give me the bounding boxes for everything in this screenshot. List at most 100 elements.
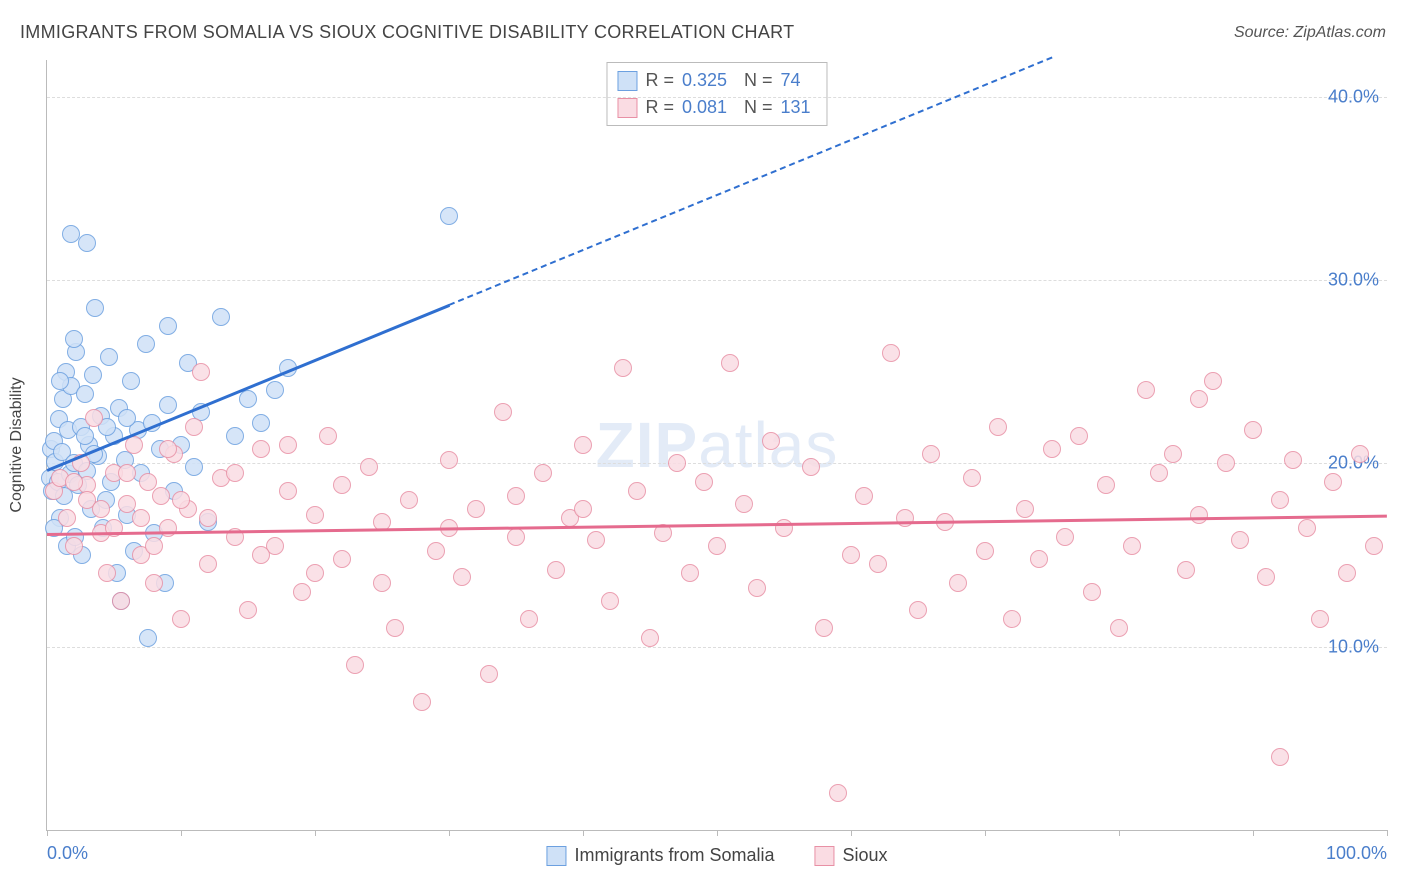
scatter-marker	[1365, 537, 1383, 555]
scatter-marker	[212, 308, 230, 326]
scatter-marker	[65, 537, 83, 555]
scatter-marker	[172, 491, 190, 509]
scatter-marker	[427, 542, 445, 560]
stats-row: R =0.325N =74	[617, 67, 816, 94]
scatter-marker	[76, 427, 94, 445]
scatter-marker	[1257, 568, 1275, 586]
scatter-marker	[735, 495, 753, 513]
scatter-marker	[159, 317, 177, 335]
scatter-marker	[386, 619, 404, 637]
scatter-marker	[85, 409, 103, 427]
legend-item: Sioux	[815, 845, 888, 866]
scatter-marker	[453, 568, 471, 586]
x-tick	[1119, 830, 1120, 836]
scatter-marker	[92, 500, 110, 518]
scatter-marker	[293, 583, 311, 601]
scatter-marker	[266, 381, 284, 399]
regression-line	[47, 515, 1387, 536]
scatter-marker	[762, 432, 780, 450]
scatter-marker	[775, 519, 793, 537]
x-tick	[315, 830, 316, 836]
stats-n-value: 74	[781, 67, 817, 94]
scatter-marker	[1003, 610, 1021, 628]
scatter-marker	[51, 372, 69, 390]
scatter-marker	[1016, 500, 1034, 518]
scatter-marker	[1231, 531, 1249, 549]
scatter-marker	[1043, 440, 1061, 458]
scatter-marker	[587, 531, 605, 549]
scatter-marker	[922, 445, 940, 463]
stats-box: R =0.325N =74R =0.081N =131	[606, 62, 827, 126]
scatter-marker	[1271, 748, 1289, 766]
scatter-marker	[239, 601, 257, 619]
scatter-marker	[1311, 610, 1329, 628]
gridline	[47, 97, 1387, 98]
scatter-marker	[279, 482, 297, 500]
scatter-marker	[1351, 445, 1369, 463]
legend-item: Immigrants from Somalia	[546, 845, 774, 866]
scatter-marker	[360, 458, 378, 476]
x-tick	[1253, 830, 1254, 836]
scatter-marker	[98, 564, 116, 582]
scatter-marker	[226, 464, 244, 482]
scatter-marker	[112, 592, 130, 610]
scatter-marker	[306, 564, 324, 582]
scatter-marker	[1190, 390, 1208, 408]
scatter-marker	[1123, 537, 1141, 555]
scatter-marker	[976, 542, 994, 560]
scatter-marker	[748, 579, 766, 597]
scatter-marker	[802, 458, 820, 476]
y-tick-label: 10.0%	[1328, 636, 1379, 657]
scatter-marker	[78, 234, 96, 252]
legend-swatch	[546, 846, 566, 866]
scatter-marker	[137, 335, 155, 353]
scatter-marker	[534, 464, 552, 482]
gridline	[47, 463, 1387, 464]
stats-row: R =0.081N =131	[617, 94, 816, 121]
scatter-marker	[1177, 561, 1195, 579]
y-tick-label: 30.0%	[1328, 270, 1379, 291]
scatter-marker	[896, 509, 914, 527]
gridline	[47, 280, 1387, 281]
scatter-marker	[1204, 372, 1222, 390]
scatter-marker	[226, 427, 244, 445]
scatter-marker	[963, 469, 981, 487]
scatter-marker	[695, 473, 713, 491]
scatter-marker	[1150, 464, 1168, 482]
scatter-marker	[1137, 381, 1155, 399]
legend-swatch	[815, 846, 835, 866]
scatter-marker	[1284, 451, 1302, 469]
scatter-marker	[815, 619, 833, 637]
scatter-marker	[989, 418, 1007, 436]
scatter-marker	[1164, 445, 1182, 463]
scatter-marker	[400, 491, 418, 509]
scatter-marker	[547, 561, 565, 579]
scatter-marker	[172, 610, 190, 628]
scatter-marker	[252, 546, 270, 564]
scatter-marker	[145, 574, 163, 592]
scatter-marker	[829, 784, 847, 802]
scatter-marker	[65, 473, 83, 491]
source-label: Source: ZipAtlas.com	[1234, 24, 1386, 42]
scatter-marker	[708, 537, 726, 555]
plot-area: ZIPatlas Cognitive Disability R =0.325N …	[46, 60, 1387, 831]
scatter-marker	[628, 482, 646, 500]
x-tick	[1387, 830, 1388, 836]
scatter-marker	[1217, 454, 1235, 472]
scatter-marker	[949, 574, 967, 592]
legend-swatch	[617, 71, 637, 91]
stats-n-value: 131	[781, 94, 817, 121]
scatter-marker	[494, 403, 512, 421]
scatter-marker	[306, 506, 324, 524]
scatter-marker	[507, 528, 525, 546]
x-tick	[583, 830, 584, 836]
scatter-marker	[520, 610, 538, 628]
scatter-marker	[1070, 427, 1088, 445]
scatter-marker	[199, 509, 217, 527]
legend: Immigrants from Somalia Sioux	[546, 845, 887, 866]
stats-r-label: R =	[645, 67, 674, 94]
scatter-marker	[373, 574, 391, 592]
scatter-marker	[333, 550, 351, 568]
x-axis-max-label: 100.0%	[1326, 843, 1387, 864]
scatter-marker	[681, 564, 699, 582]
